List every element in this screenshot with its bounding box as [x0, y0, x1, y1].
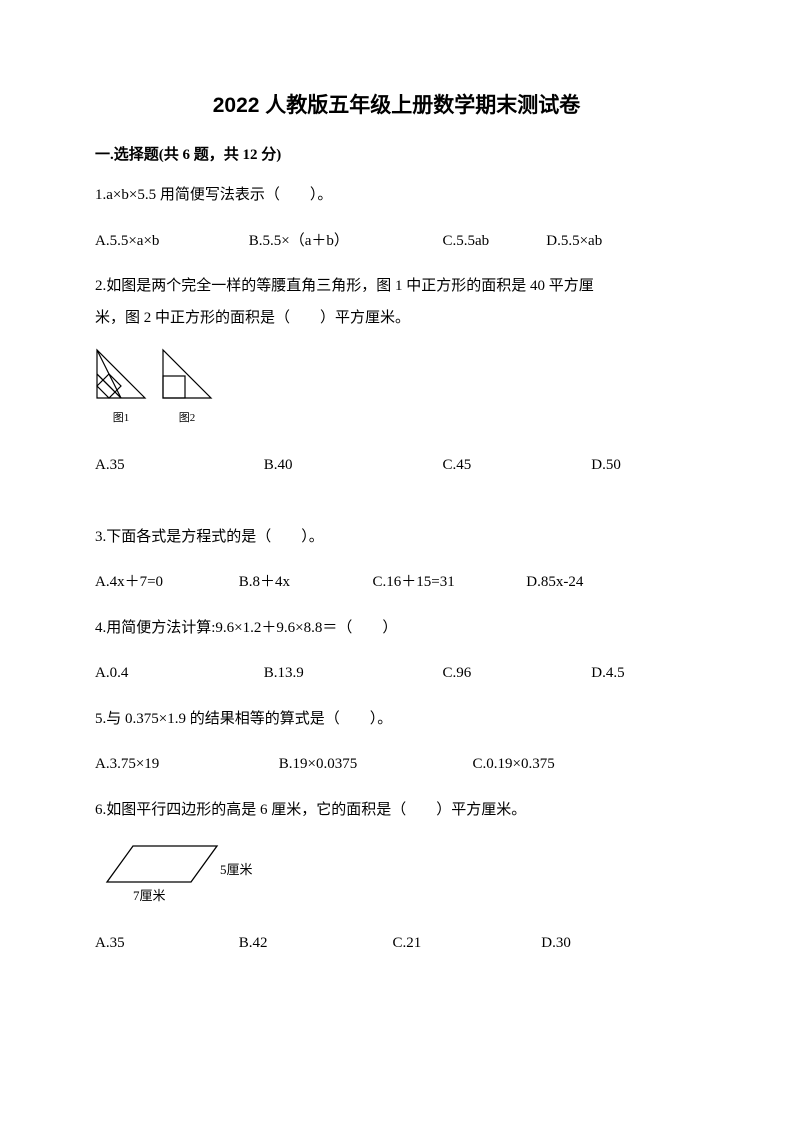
q5-option-c: C.0.19×0.375: [473, 749, 555, 781]
q4-option-d: D.4.5: [591, 658, 624, 690]
q4-option-a: A.0.4: [95, 658, 260, 690]
q2-option-d: D.50: [591, 450, 621, 482]
q2-option-a: A.35: [95, 450, 260, 482]
q5-option-a: A.3.75×19: [95, 749, 275, 781]
q3-option-d: D.85x-24: [526, 567, 583, 599]
question-4: 4.用简便方法计算:9.6×1.2＋9.6×8.8＝（ ）: [95, 613, 698, 645]
figure-1-wrap: 图1: [95, 348, 147, 426]
question-2-line2: 米，图 2 中正方形的面积是（ ）平方厘米。: [95, 303, 698, 335]
section-header: 一.选择题(共 6 题，共 12 分): [95, 144, 698, 167]
q4-option-c: C.96: [443, 658, 588, 690]
q3-option-a: A.4x＋7=0: [95, 567, 235, 599]
question-5: 5.与 0.375×1.9 的结果相等的算式是（ ）。: [95, 704, 698, 736]
q6-option-a: A.35: [95, 928, 235, 960]
figure-2-label: 图2: [161, 410, 213, 427]
question-6: 6.如图平行四边形的高是 6 厘米，它的面积是（ ）平方厘米。: [95, 795, 698, 827]
q6-option-d: D.30: [541, 928, 571, 960]
question-3: 3.下面各式是方程式的是（ ）。: [95, 522, 698, 554]
q3-option-b: B.8＋4x: [239, 567, 369, 599]
question-4-options: A.0.4 B.13.9 C.96 D.4.5: [95, 658, 698, 690]
q1-option-d: D.5.5×ab: [546, 226, 602, 258]
question-2: 2.如图是两个完全一样的等腰直角三角形，图 1 中正方形的面积是 40 平方厘 …: [95, 271, 698, 334]
figure-2-triangle: [161, 348, 213, 400]
question-3-options: A.4x＋7=0 B.8＋4x C.16＋15=31 D.85x-24: [95, 567, 698, 599]
figure-2-wrap: 图2: [161, 348, 213, 426]
figure-1-triangle: [95, 348, 147, 400]
q1-option-c: C.5.5ab: [443, 226, 543, 258]
q2-option-b: B.40: [264, 450, 439, 482]
figure-1-label: 图1: [95, 410, 147, 427]
question-6-options: A.35 B.42 C.21 D.30: [95, 928, 698, 960]
q1-option-a: A.5.5×a×b: [95, 226, 245, 258]
q2-option-c: C.45: [443, 450, 588, 482]
q6-option-c: C.21: [393, 928, 538, 960]
q5-option-b: B.19×0.0375: [279, 749, 469, 781]
question-2-figures: 图1 图2: [95, 348, 698, 426]
q6-option-b: B.42: [239, 928, 389, 960]
q1-option-b: B.5.5×（a＋b）: [249, 226, 439, 258]
question-1-options: A.5.5×a×b B.5.5×（a＋b） C.5.5ab D.5.5×ab: [95, 226, 698, 258]
q4-option-b: B.13.9: [264, 658, 439, 690]
question-1: 1.a×b×5.5 用简便写法表示（ ）。: [95, 180, 698, 212]
page-title: 2022 人教版五年级上册数学期末测试卷: [95, 90, 698, 122]
parallelogram-label-bottom: 7厘米: [133, 886, 166, 906]
parallelogram-label-right: 5厘米: [220, 860, 253, 880]
question-5-options: A.3.75×19 B.19×0.0375 C.0.19×0.375: [95, 749, 698, 781]
parallelogram-figure: 5厘米 7厘米: [105, 842, 265, 898]
question-2-line1: 2.如图是两个完全一样的等腰直角三角形，图 1 中正方形的面积是 40 平方厘: [95, 271, 698, 303]
question-2-options: A.35 B.40 C.45 D.50: [95, 450, 698, 482]
parallelogram-shape: [105, 842, 225, 886]
q3-option-c: C.16＋15=31: [373, 567, 523, 599]
